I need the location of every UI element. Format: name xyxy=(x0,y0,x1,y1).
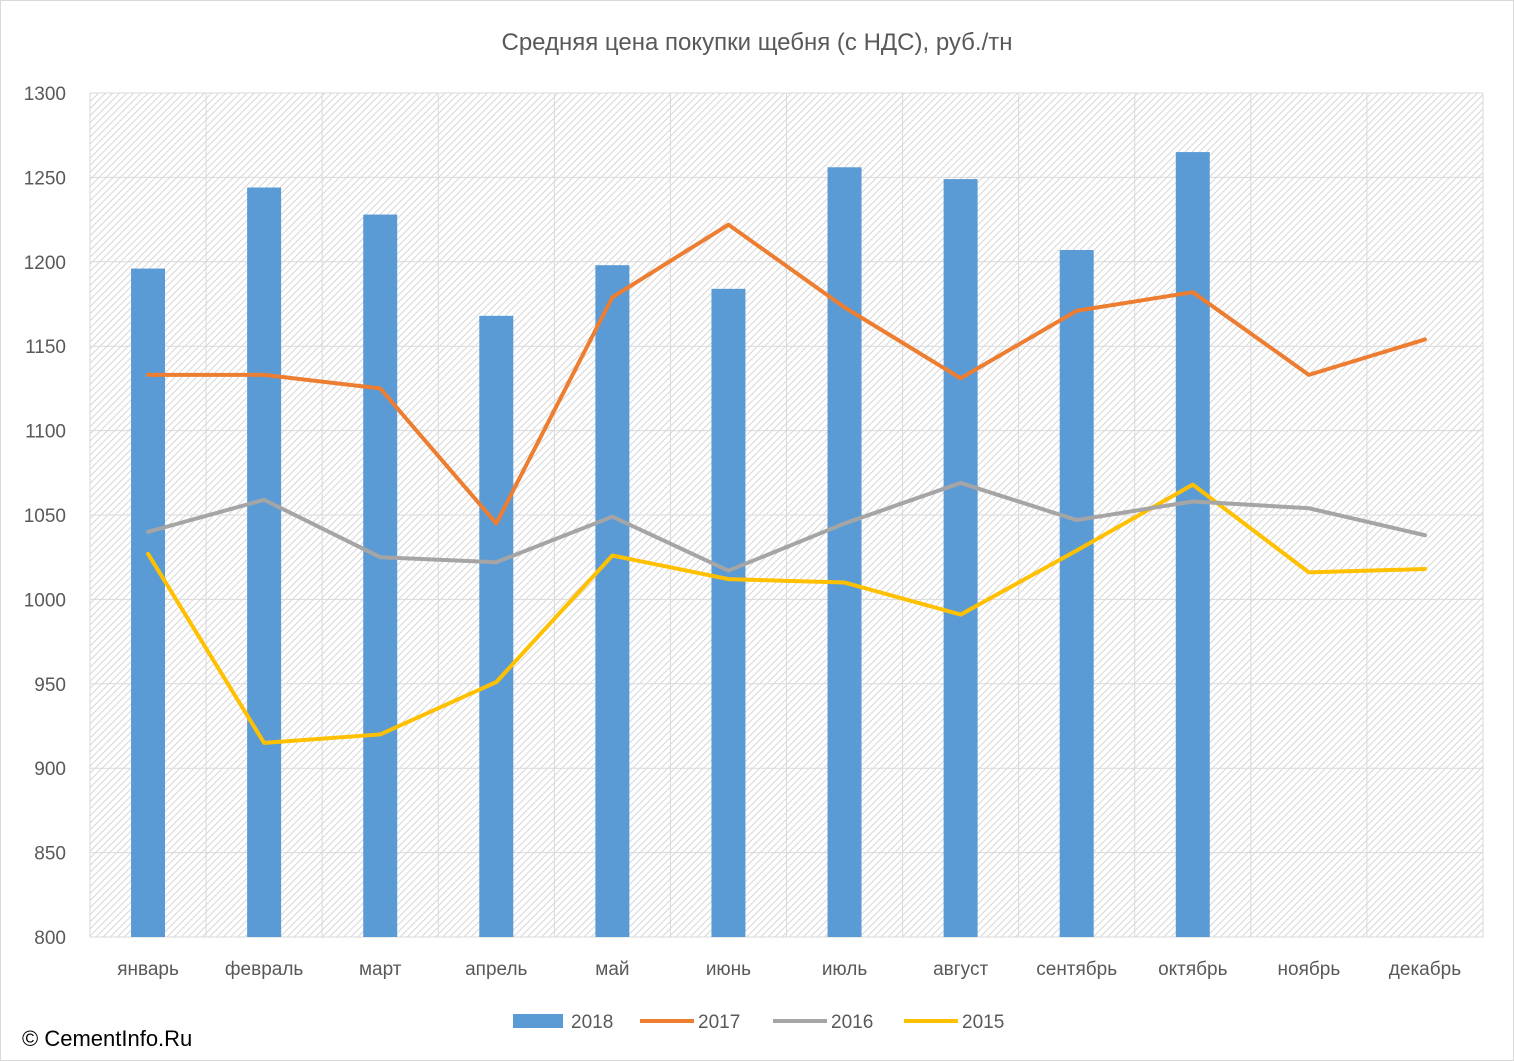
x-tick-label: август xyxy=(933,959,988,980)
legend-label: 2015 xyxy=(962,1012,1004,1033)
x-tick-label: апрель xyxy=(465,959,527,980)
x-tick-label: март xyxy=(359,959,402,980)
x-tick-label: декабрь xyxy=(1389,959,1461,980)
x-tick-label: январь xyxy=(117,959,179,980)
x-tick-label: сентябрь xyxy=(1036,959,1117,980)
y-tick-label: 1100 xyxy=(25,422,66,443)
bar-2018 xyxy=(479,315,514,937)
legend-label: 2017 xyxy=(698,1012,740,1033)
bar-2018 xyxy=(247,187,282,937)
x-tick-label: февраль xyxy=(225,959,304,980)
y-tick-label: 850 xyxy=(34,844,66,865)
y-tick-label: 950 xyxy=(34,675,66,696)
legend-swatch-2018 xyxy=(513,1014,563,1028)
bar-2018 xyxy=(363,214,398,937)
bar-series xyxy=(131,152,1210,938)
bar-2018 xyxy=(1175,152,1210,937)
bar-2018 xyxy=(711,288,746,938)
x-tick-label: июнь xyxy=(706,959,751,980)
y-tick-label: 1300 xyxy=(24,84,66,105)
x-axis-ticks: январь февраль март апрель май июнь июль август… xyxy=(117,959,1461,980)
line-series xyxy=(146,222,1427,745)
y-tick-label: 1250 xyxy=(24,168,66,189)
y-tick-label: 1050 xyxy=(24,506,66,527)
legend-label: 2018 xyxy=(571,1012,613,1033)
legend: 2018 2017 2016 2015 xyxy=(513,1012,1004,1033)
y-tick-label: 900 xyxy=(34,759,66,780)
bar-2018 xyxy=(595,265,630,937)
line-2015 xyxy=(146,482,1427,745)
gridlines xyxy=(89,92,1484,938)
bar-2018 xyxy=(827,167,862,938)
y-tick-label: 1150 xyxy=(25,337,66,358)
y-tick-label: 1000 xyxy=(24,590,66,611)
x-tick-label: ноябрь xyxy=(1278,959,1341,980)
legend-label: 2016 xyxy=(831,1012,873,1033)
bar-2018 xyxy=(1059,249,1094,937)
copyright-text: © CementInfo.Ru xyxy=(22,1026,193,1051)
line-2016 xyxy=(146,480,1427,573)
bar-2018 xyxy=(131,268,166,937)
y-tick-label: 800 xyxy=(34,928,66,949)
chart-title: Средняя цена покупки щебня (с НДС), руб.… xyxy=(502,29,1013,56)
y-tick-label: 1200 xyxy=(24,253,66,274)
x-tick-label: октябрь xyxy=(1158,959,1228,980)
x-tick-label: май xyxy=(595,959,629,980)
y-axis-ticks: 800 850 900 950 1000 1050 1100 1150 1200 1250 1300 xyxy=(24,84,66,949)
line-2017 xyxy=(146,222,1427,526)
bar-2018 xyxy=(943,179,978,937)
x-tick-label: июль xyxy=(822,959,868,980)
